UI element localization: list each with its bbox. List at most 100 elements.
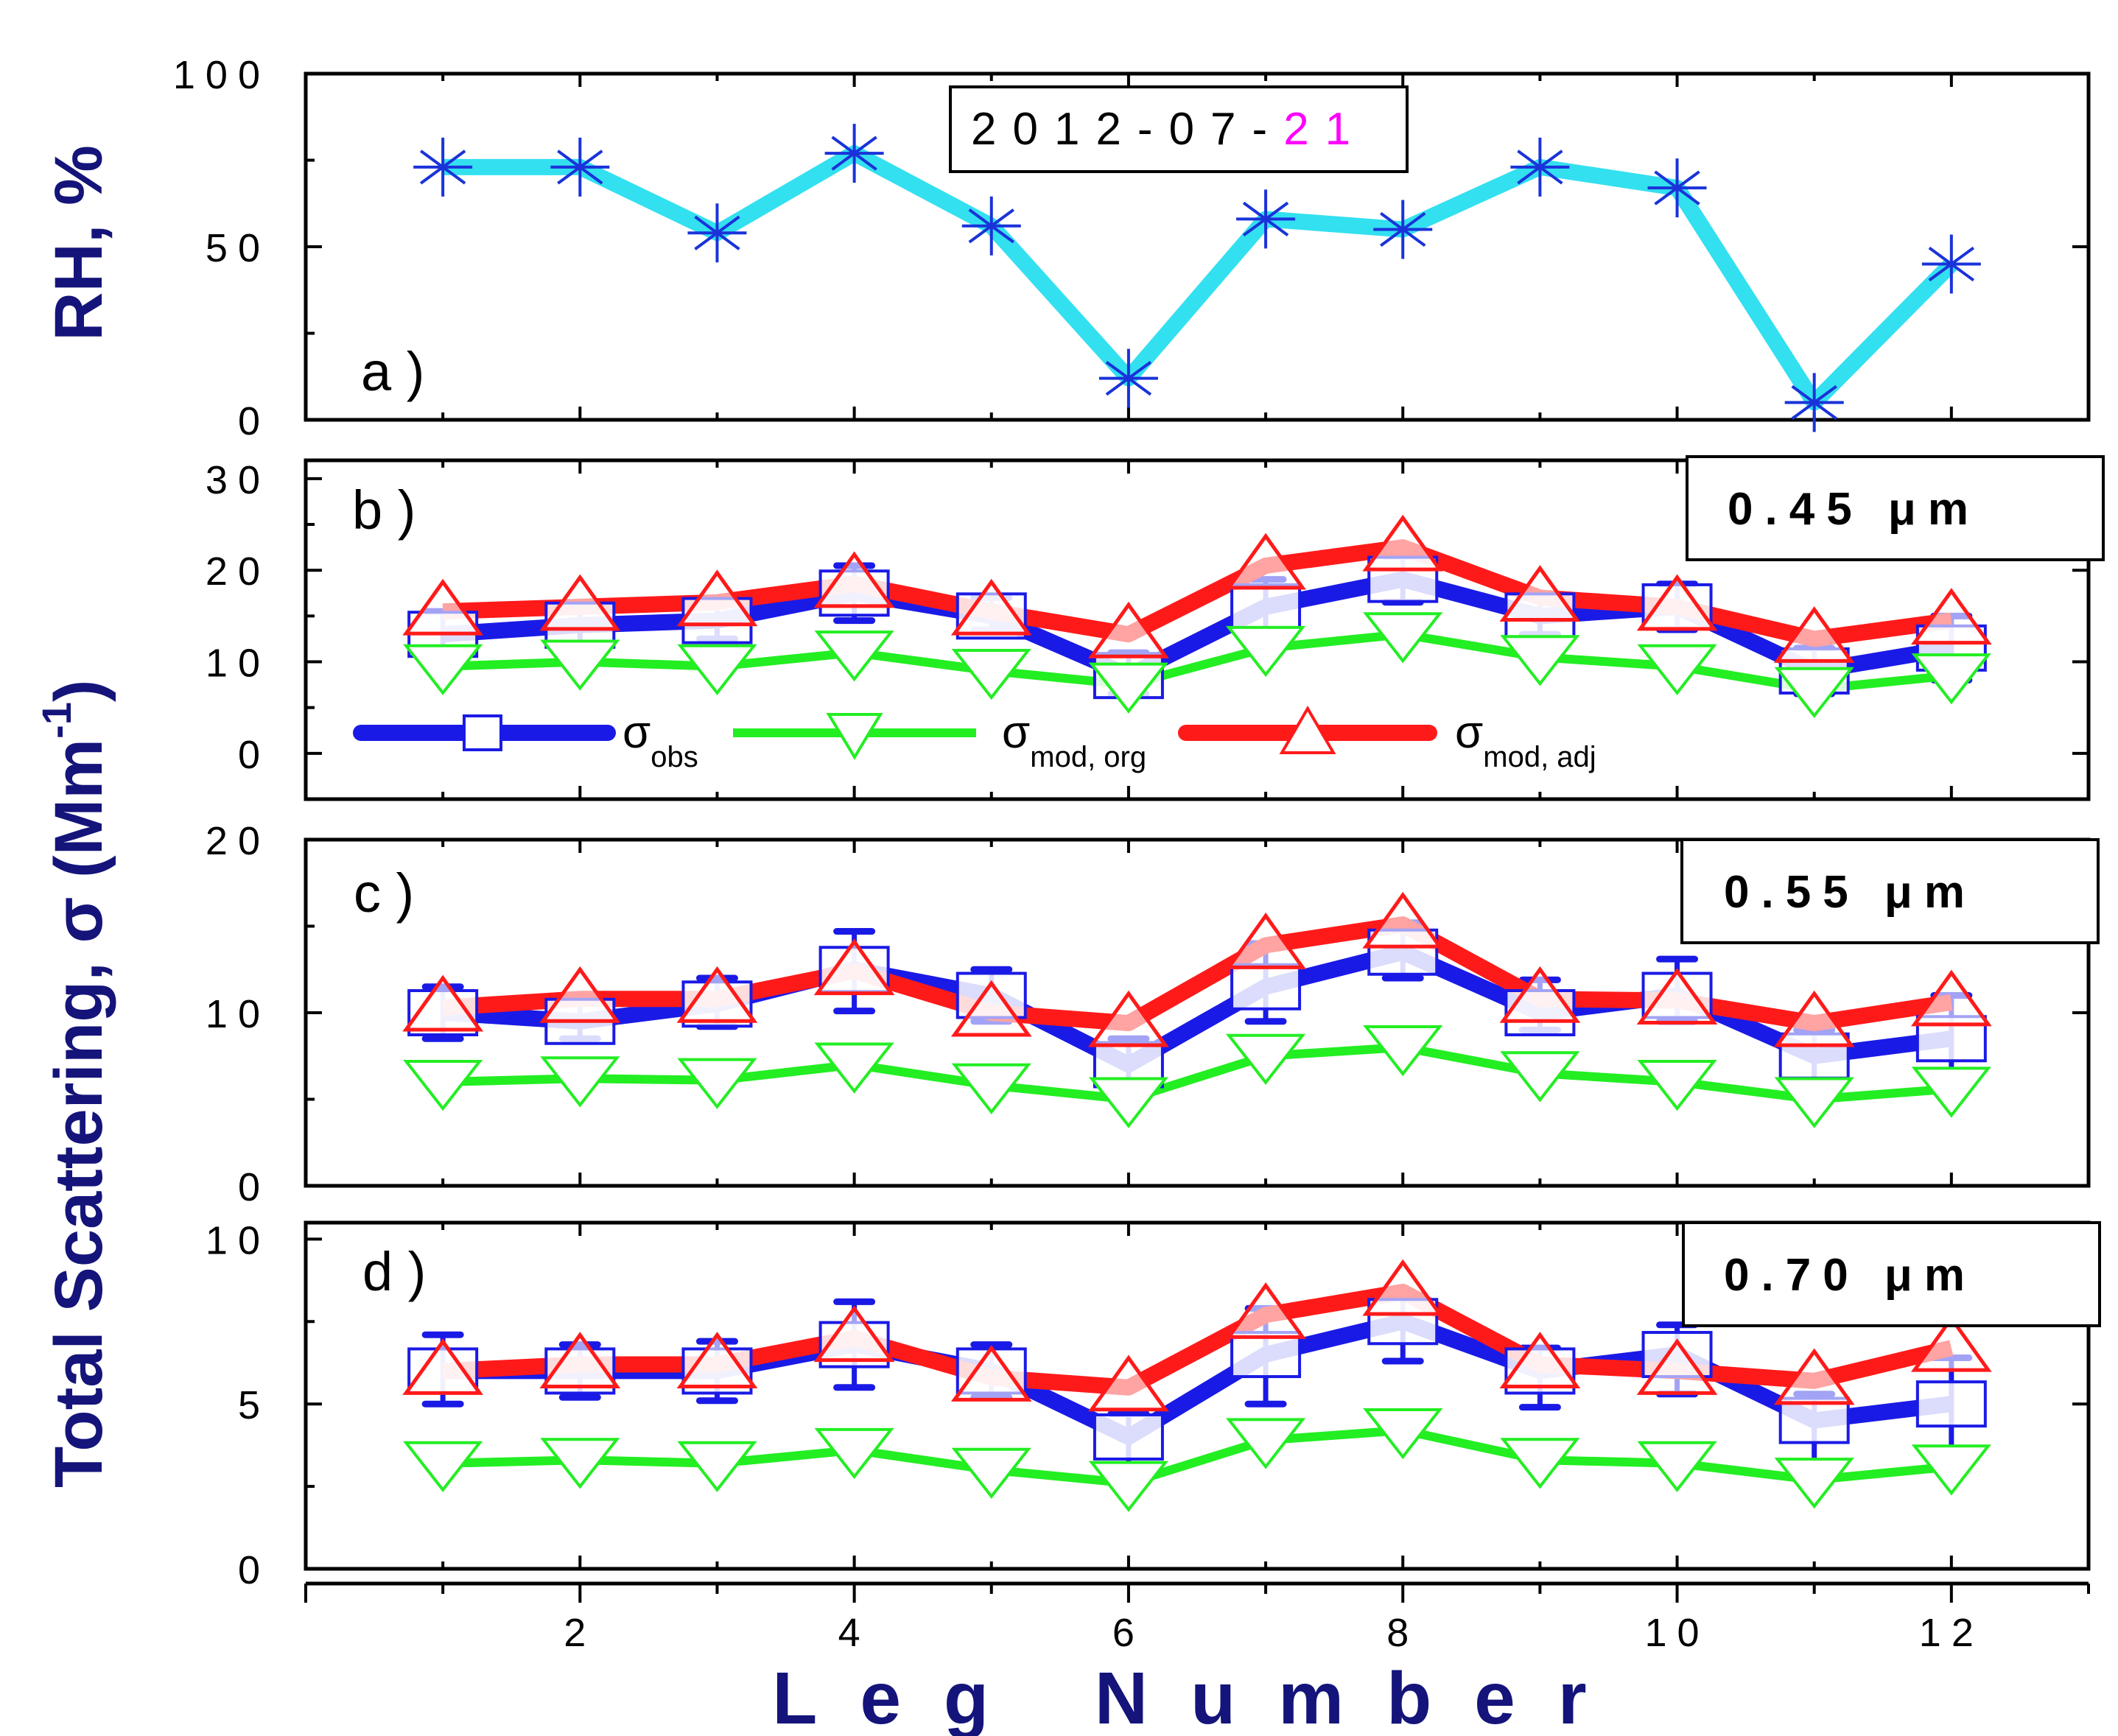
panel-b-mod-org-marker — [1363, 612, 1443, 664]
panel-c-mod-org-marker — [1911, 1066, 1991, 1118]
panel-d-mod-adj-marker — [1499, 1332, 1581, 1388]
rh-marker-stroke — [1517, 150, 1563, 185]
legend-adj-label: σmod, adj — [1455, 707, 1596, 773]
y-axis-label-rh: RH, % — [41, 145, 116, 341]
wavelength-label-b: 0.45 μm — [1728, 484, 1980, 535]
panel-c-mod-adj-marker — [539, 966, 621, 1023]
panel-d-ytick-label: 0 — [238, 1548, 270, 1592]
panel-d-obs-marker — [1915, 1380, 1987, 1428]
panel-c-mod-org-marker — [1637, 1060, 1717, 1111]
panel-c-mod-org-marker — [403, 1060, 483, 1111]
panel-b-mod-adj-marker — [813, 551, 895, 608]
panel-d-mod-adj-marker — [1773, 1348, 1855, 1405]
panel-d-mod-org-marker — [1911, 1444, 1991, 1496]
panel-d-mod-org-marker — [1088, 1461, 1169, 1512]
panel-b-mod-org-marker — [814, 630, 894, 682]
panel-d-mod-adj-marker — [1910, 1315, 1992, 1372]
rh-marker — [1921, 234, 1981, 294]
panel-d-mod-org-marker — [540, 1438, 620, 1489]
panel-d-obs-marker — [1778, 1396, 1850, 1444]
rh-marker — [824, 124, 884, 183]
y-axis-label-sup: -1 — [33, 702, 80, 739]
panel-b-ytick-label: 10 — [206, 642, 270, 686]
legend-adj-symbol: σ — [1455, 707, 1483, 758]
panel-c-mod-org-marker — [814, 1042, 894, 1094]
rh-marker-stroke — [831, 136, 877, 171]
rh-marker — [1510, 137, 1570, 197]
y-axis-label-scattering: Total Scattering, σ (Mm-1) — [33, 679, 116, 1488]
panel-d-ytick-label: 10 — [206, 1218, 270, 1262]
rh-marker — [1236, 189, 1296, 249]
panel-c-mod-org-marker — [1088, 1077, 1169, 1128]
x-axis-tick-label: 4 — [838, 1611, 871, 1655]
panel-d-mod-org-marker — [1500, 1438, 1580, 1489]
panel-b-plot: 0 10 20 30 — [206, 458, 2089, 799]
legend-obs-sub: obs — [651, 741, 698, 773]
panel-d-mod-org-marker — [677, 1441, 757, 1493]
rh-marker-stroke — [557, 150, 603, 185]
panel-a-ytick-label: 100 — [173, 53, 270, 97]
date-label: 2012-07-21 — [971, 104, 1367, 155]
panel-c-obs-marker — [1230, 963, 1302, 1011]
panel-b-obs-marker — [1230, 583, 1302, 630]
legend-org-sub: mod, org — [1030, 741, 1146, 773]
rh-marker-stroke — [1791, 384, 1837, 421]
date-prefix: 2012-07- — [971, 104, 1283, 155]
panel-b-letter: b ) — [352, 479, 415, 541]
panel-c-mod-adj-marker — [1088, 990, 1169, 1047]
legend-obs-marker — [463, 714, 502, 751]
panel-c-mod-adj-marker — [676, 966, 758, 1023]
panel-a-plot: 0 50 100 — [173, 53, 2089, 443]
panel-c-ytick-label: 0 — [238, 1165, 270, 1209]
y-axis-label-main: Total Scattering, σ (Mm — [41, 739, 116, 1488]
panel-b-mod-adj-marker — [950, 578, 1032, 636]
panel-b-mod-org-marker — [1088, 662, 1169, 714]
panel-d-mod-org-marker — [1774, 1458, 1854, 1509]
panel-c-ytick-label: 20 — [206, 819, 270, 863]
panel-c-mod-adj-marker — [402, 974, 484, 1032]
panel-c-mod-org-marker — [540, 1056, 620, 1108]
rh-marker-stroke — [1242, 201, 1289, 237]
panel-d-letter: d ) — [362, 1241, 426, 1302]
rh-marker-stroke — [1928, 246, 1975, 282]
rh-marker — [550, 137, 610, 197]
wavelength-box-b — [1686, 455, 2105, 561]
wavelength-box-d — [1682, 1221, 2101, 1327]
x-axis-tick-label: 2 — [564, 1611, 596, 1655]
rh-marker — [1647, 158, 1707, 218]
panel-c-plot: 0 10 20 — [206, 819, 2089, 1209]
panel-a-ytick-label: 50 — [206, 226, 270, 270]
panel-b-mod-org-marker — [1225, 625, 1306, 678]
legend-org-label: σmod, org — [1002, 707, 1146, 773]
panel-a-letter: a ) — [361, 341, 424, 402]
legend: σobs σmod, org σmod, adj — [353, 706, 1596, 773]
panel-b-ytick-label: 20 — [206, 549, 270, 594]
rh-marker-stroke — [968, 208, 1014, 244]
panel-d-mod-org-marker — [403, 1441, 483, 1493]
panel-d-plot: 0 5 10 — [206, 1218, 2089, 1592]
rh-marker — [413, 137, 473, 197]
panel-b-mod-org-marker — [403, 644, 483, 695]
legend-org-symbol: σ — [1002, 707, 1030, 758]
rh-marker-stroke — [419, 150, 466, 185]
panel-c-mod-adj-marker — [950, 980, 1032, 1037]
panel-b-mod-org-marker — [677, 644, 757, 695]
x-axis-ticks: 2 4 6 8 10 12 — [304, 1584, 2090, 1655]
rh-line — [443, 145, 1957, 411]
rh-marker — [687, 203, 747, 263]
panel-b-mod-adj-marker — [1499, 565, 1581, 622]
panel-d-mod-adj-marker — [1636, 1338, 1718, 1395]
panel-c-mod-org-marker — [1363, 1025, 1443, 1077]
panel-c-mod-org-marker — [677, 1058, 757, 1109]
rh-marker — [1373, 200, 1433, 259]
panel-b-mod-org-marker — [1500, 635, 1580, 686]
panel-d-mod-org-marker — [1363, 1408, 1443, 1460]
panel-b-mod-adj-marker — [1225, 533, 1306, 590]
rh-marker — [961, 196, 1021, 256]
wavelength-box-c — [1680, 838, 2100, 944]
panel-d-obs-marker — [1093, 1413, 1164, 1461]
panel-c-mod-org-marker — [1225, 1033, 1306, 1085]
x-axis-tick-label: 8 — [1386, 1611, 1419, 1655]
panel-d-mod-org-marker — [814, 1427, 894, 1480]
